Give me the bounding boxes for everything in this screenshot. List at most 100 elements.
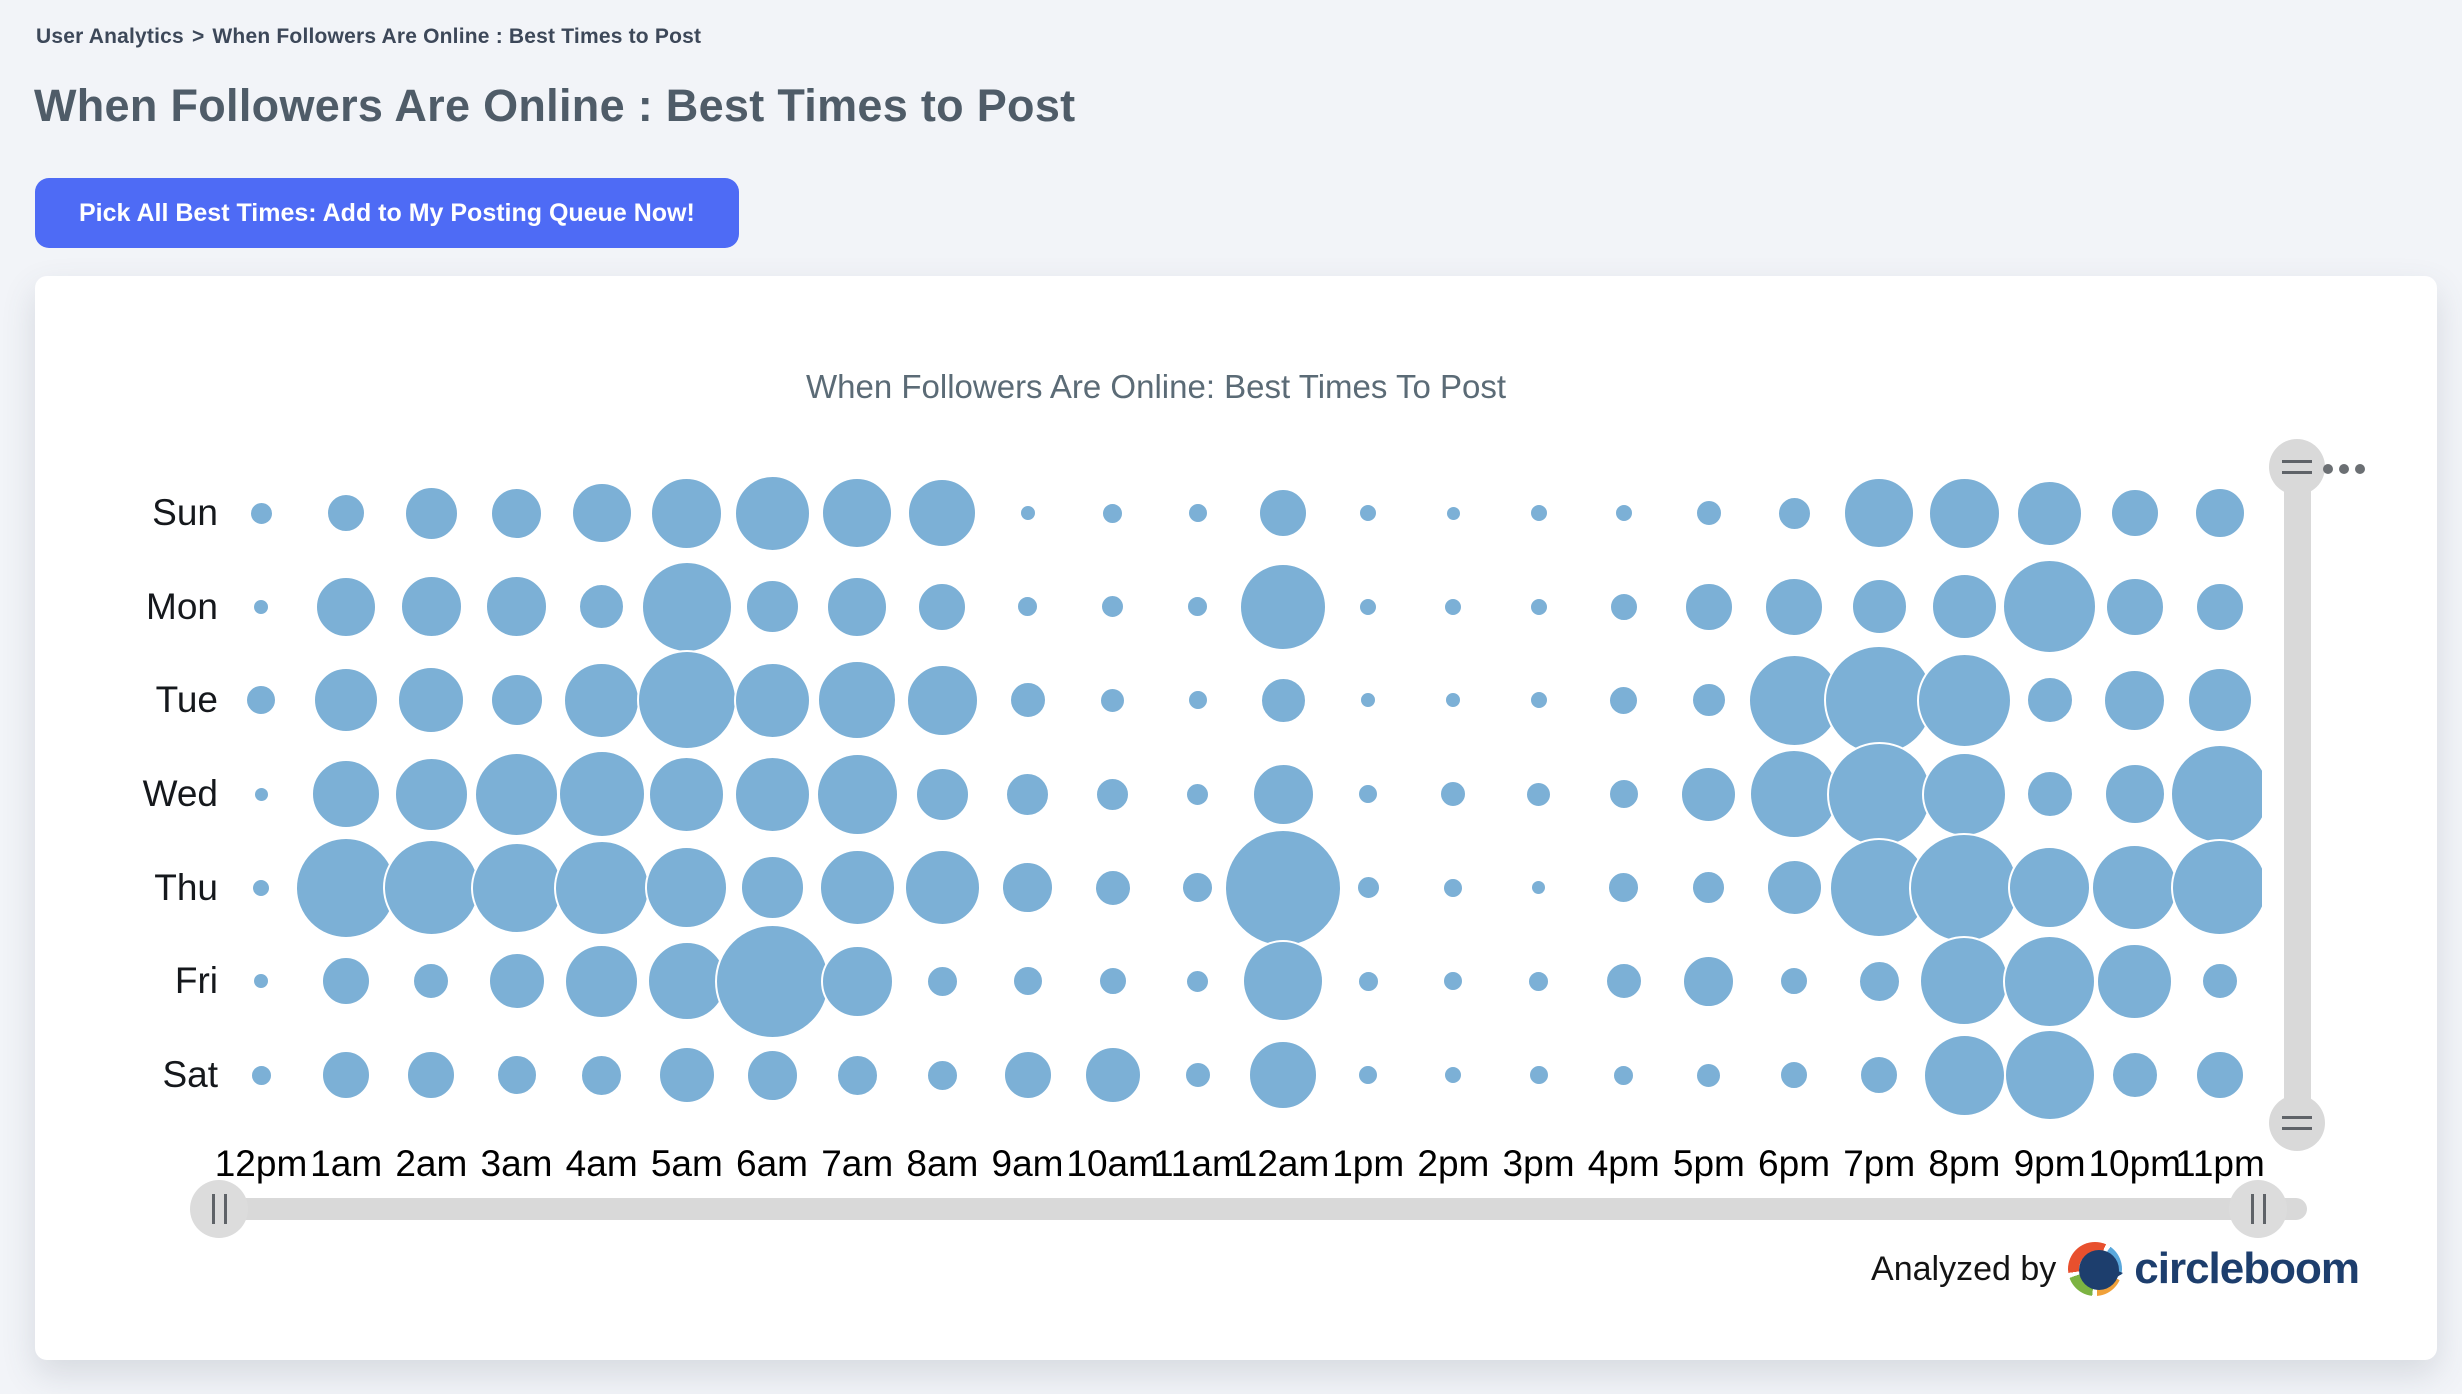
bubble-sun-3pm[interactable] — [1528, 503, 1549, 523]
bubble-mon-4pm[interactable] — [1608, 591, 1639, 622]
bubble-sat-2pm[interactable] — [1443, 1065, 1464, 1086]
bubble-wed-6pm[interactable] — [1749, 749, 1840, 839]
bubble-fri-2am[interactable] — [412, 962, 451, 1001]
bubble-sun-6am[interactable] — [733, 474, 811, 552]
bubble-wed-7am[interactable] — [815, 752, 899, 836]
bubble-sat-5pm[interactable] — [1695, 1061, 1723, 1089]
bubble-thu-8am[interactable] — [903, 849, 981, 927]
bubble-sat-7pm[interactable] — [1859, 1055, 1900, 1096]
bubble-sun-12pm[interactable] — [248, 500, 274, 526]
bubble-fri-11pm[interactable] — [2200, 962, 2239, 1001]
bubble-mon-10am[interactable] — [1100, 594, 1126, 620]
bubble-wed-12pm[interactable] — [252, 785, 270, 803]
bubble-fri-2pm[interactable] — [1442, 970, 1465, 993]
bubble-tue-5am[interactable] — [636, 650, 737, 751]
bubble-mon-3am[interactable] — [485, 575, 548, 639]
bubble-sun-8am[interactable] — [907, 478, 978, 548]
bubble-sun-2am[interactable] — [403, 485, 459, 541]
bubble-tue-9pm[interactable] — [2025, 676, 2074, 725]
bubble-sat-6am[interactable] — [745, 1048, 799, 1102]
bubble-fri-7pm[interactable] — [1857, 959, 1901, 1003]
bubble-fri-9pm[interactable] — [2003, 934, 2097, 1028]
bubble-thu-10pm[interactable] — [2091, 844, 2179, 932]
bubble-thu-7am[interactable] — [818, 849, 896, 927]
bubble-wed-10pm[interactable] — [2103, 763, 2166, 825]
bubble-tue-9am[interactable] — [1008, 681, 1047, 720]
bubble-sat-6pm[interactable] — [1779, 1060, 1810, 1091]
bubble-mon-2pm[interactable] — [1443, 596, 1464, 617]
bubble-fri-4am[interactable] — [564, 943, 640, 1019]
bubble-fri-3am[interactable] — [487, 952, 546, 1011]
bubble-sat-9pm[interactable] — [2003, 1029, 2096, 1122]
bubble-mon-4am[interactable] — [578, 583, 626, 631]
bubble-mon-5am[interactable] — [640, 560, 733, 653]
bubble-sun-10am[interactable] — [1101, 501, 1125, 525]
bubble-sun-11am[interactable] — [1186, 502, 1209, 524]
bubble-wed-3am[interactable] — [474, 751, 559, 837]
bubble-sat-10am[interactable] — [1083, 1046, 1142, 1105]
bubble-tue-11am[interactable] — [1186, 689, 1209, 712]
bubble-thu-4am[interactable] — [553, 839, 650, 936]
bubble-tue-11pm[interactable] — [2186, 667, 2253, 734]
bubble-mon-7am[interactable] — [826, 575, 889, 638]
horizontal-slider-right-handle[interactable] — [2229, 1180, 2287, 1238]
bubble-tue-1am[interactable] — [313, 667, 380, 734]
bubble-thu-9am[interactable] — [1001, 861, 1055, 915]
bubble-thu-3am[interactable] — [470, 841, 563, 934]
bubble-mon-1am[interactable] — [315, 575, 378, 638]
bubble-fri-8am[interactable] — [925, 964, 959, 998]
bubble-tue-4am[interactable] — [563, 661, 641, 739]
bubble-sat-5am[interactable] — [657, 1046, 716, 1105]
add-to-posting-queue-button[interactable]: Pick All Best Times: Add to My Posting Q… — [35, 178, 739, 248]
bubble-sun-1pm[interactable] — [1358, 503, 1379, 523]
bubble-tue-3pm[interactable] — [1528, 690, 1549, 711]
bubble-sun-4am[interactable] — [570, 482, 633, 544]
bubble-tue-10am[interactable] — [1099, 686, 1127, 714]
bubble-fri-4pm[interactable] — [1604, 962, 1643, 1001]
bubble-wed-2am[interactable] — [393, 756, 469, 832]
vertical-scrollbar-track[interactable] — [2284, 467, 2311, 1123]
bubble-thu-10am[interactable] — [1093, 868, 1132, 907]
bubble-wed-5am[interactable] — [648, 755, 726, 833]
bubble-sat-8pm[interactable] — [1922, 1033, 2006, 1117]
bubble-mon-11am[interactable] — [1186, 595, 1210, 619]
bubble-wed-5pm[interactable] — [1680, 765, 1738, 823]
bubble-thu-6am[interactable] — [739, 855, 805, 921]
bubble-wed-9pm[interactable] — [2025, 770, 2074, 818]
bubble-fri-10am[interactable] — [1097, 966, 1128, 997]
bubble-wed-9am[interactable] — [1005, 771, 1051, 817]
bubble-thu-1pm[interactable] — [1355, 875, 1381, 901]
chart-menu-ellipsis-icon[interactable] — [2323, 464, 2365, 474]
bubble-wed-7pm[interactable] — [1826, 741, 1932, 847]
bubble-tue-4pm[interactable] — [1608, 684, 1640, 716]
bubble-tue-5pm[interactable] — [1690, 682, 1727, 719]
bubble-fri-6am[interactable] — [714, 923, 830, 1039]
bubble-mon-6pm[interactable] — [1764, 576, 1825, 637]
bubble-sat-7am[interactable] — [835, 1053, 879, 1097]
bubble-mon-2am[interactable] — [399, 575, 463, 639]
bubble-thu-5pm[interactable] — [1691, 870, 1727, 906]
bubble-fri-1pm[interactable] — [1356, 969, 1380, 993]
bubble-mon-5pm[interactable] — [1683, 581, 1734, 632]
bubble-sat-1pm[interactable] — [1357, 1064, 1380, 1087]
bubble-sun-6pm[interactable] — [1776, 495, 1812, 531]
bubble-wed-11pm[interactable] — [2169, 744, 2262, 844]
bubble-sat-12am[interactable] — [1248, 1040, 1319, 1111]
bubble-sat-12pm[interactable] — [249, 1063, 273, 1087]
bubble-mon-7pm[interactable] — [1850, 578, 1908, 636]
bubble-fri-12am[interactable] — [1242, 940, 1325, 1023]
breadcrumb-link-user-analytics[interactable]: User Analytics — [36, 25, 184, 48]
bubble-sat-11pm[interactable] — [2194, 1050, 2245, 1101]
vertical-scrollbar-bottom-handle[interactable] — [2269, 1095, 2325, 1151]
bubble-mon-6am[interactable] — [744, 579, 800, 635]
bubble-fri-10pm[interactable] — [2096, 942, 2174, 1020]
bubble-sat-9am[interactable] — [1002, 1050, 1053, 1101]
bubble-mon-8am[interactable] — [917, 581, 968, 632]
bubble-mon-3pm[interactable] — [1528, 596, 1549, 617]
bubble-sat-4am[interactable] — [580, 1053, 624, 1097]
bubble-thu-3pm[interactable] — [1530, 879, 1548, 897]
bubble-sun-5pm[interactable] — [1694, 499, 1723, 527]
bubble-sun-9pm[interactable] — [2016, 479, 2084, 547]
bubble-mon-9pm[interactable] — [2002, 559, 2098, 655]
bubble-sun-8pm[interactable] — [1927, 476, 2001, 550]
